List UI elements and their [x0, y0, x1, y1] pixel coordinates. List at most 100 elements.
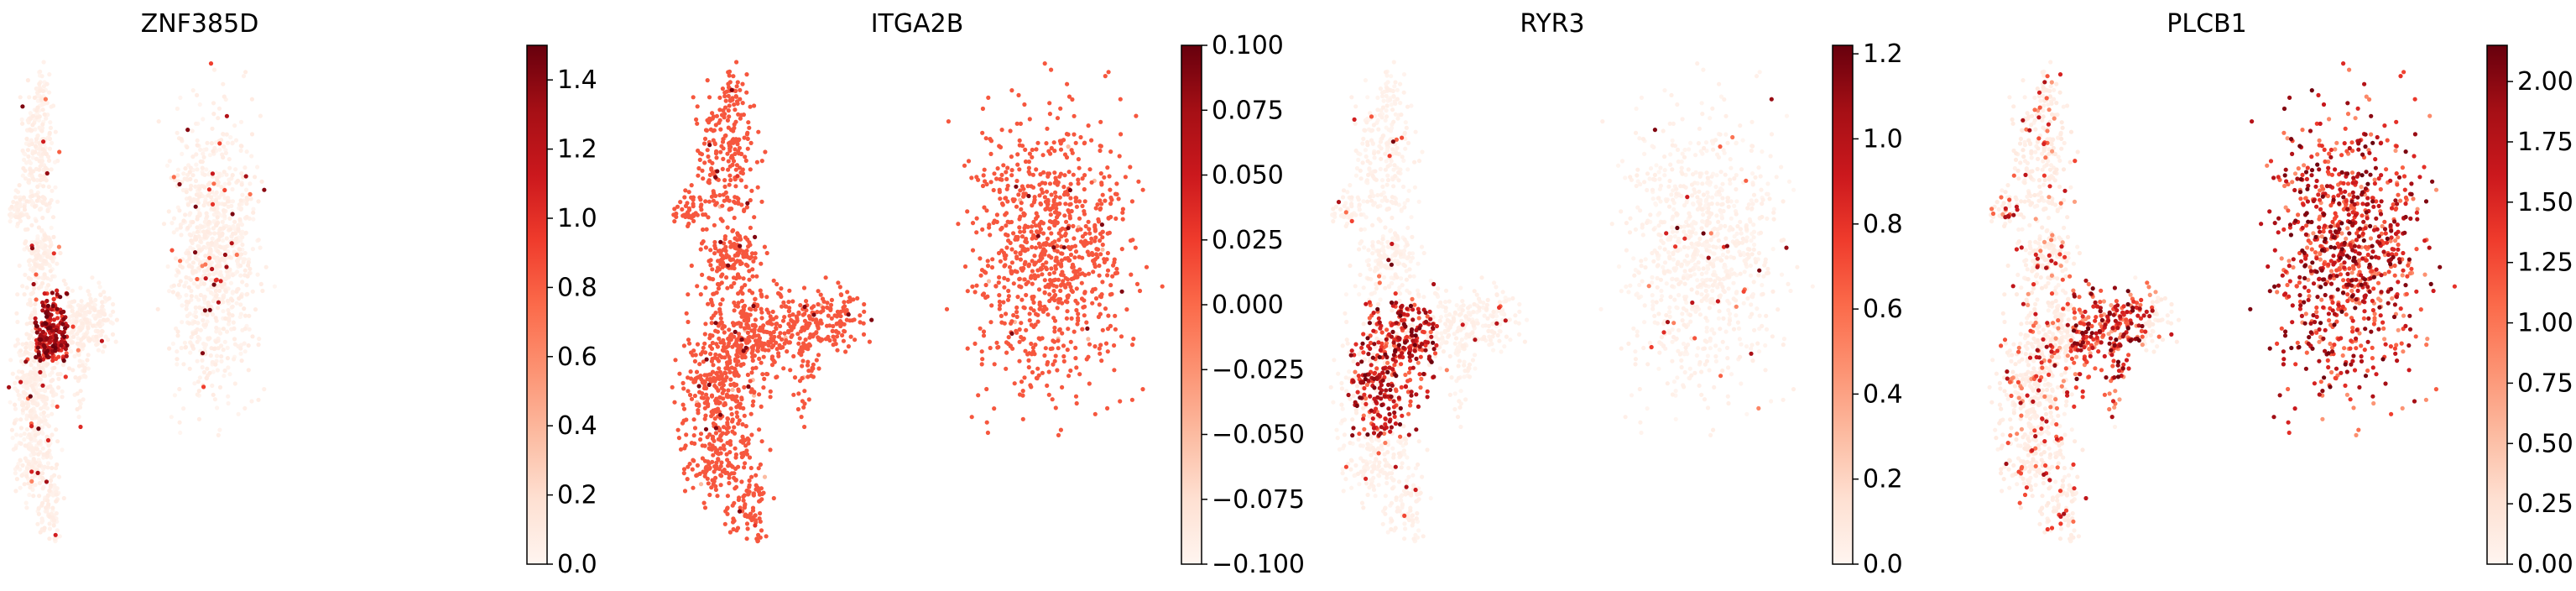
scatter-point: [43, 97, 49, 102]
scatter-point: [1108, 149, 1113, 154]
scatter-point: [175, 329, 180, 334]
scatter-point: [26, 259, 31, 264]
scatter-point: [36, 352, 42, 357]
scatter-point: [1040, 180, 1045, 186]
scatter-point: [238, 231, 243, 237]
scatter-point: [189, 277, 194, 282]
scatter-point: [1049, 280, 1054, 285]
scatter-point: [24, 466, 29, 471]
scatter-point: [1006, 288, 1011, 294]
scatter-point: [743, 461, 748, 466]
scatter-point: [203, 262, 208, 267]
scatter-point: [40, 431, 45, 436]
scatter-point: [702, 405, 707, 411]
scatter-point: [38, 88, 43, 93]
scatter-point: [49, 225, 54, 230]
scatter-point: [752, 103, 757, 108]
scatter-point: [1003, 263, 1008, 268]
colorbar: [1181, 44, 1202, 565]
scatter-point: [979, 362, 984, 367]
scatter-point: [1065, 277, 1071, 282]
scatter-point: [780, 345, 785, 350]
scatter-point: [1032, 195, 1037, 200]
scatter-point: [1025, 224, 1030, 229]
scatter-point: [94, 343, 99, 348]
scatter-point: [745, 526, 750, 531]
scatter-point: [686, 389, 691, 394]
scatter-point: [1452, 391, 1457, 396]
scatter-point: [207, 252, 212, 257]
scatter-point: [1108, 283, 1113, 288]
scatter-point: [36, 441, 41, 446]
scatter-point: [20, 104, 25, 109]
scatter-point: [29, 469, 34, 474]
scatter-point: [1009, 331, 1014, 336]
scatter-point: [862, 309, 867, 314]
scatter-point: [190, 154, 196, 160]
scatter-point: [34, 108, 39, 113]
scatter-point: [39, 406, 44, 411]
scatter-point: [721, 443, 727, 448]
scatter-point: [1128, 165, 1133, 170]
scatter-point: [76, 363, 82, 369]
scatter-point: [223, 288, 228, 293]
scatter-point: [228, 227, 233, 232]
scatter-point: [1660, 294, 1665, 299]
scatter-point: [35, 184, 40, 189]
scatter-point: [1136, 179, 1141, 184]
scatter-point: [1100, 242, 1105, 248]
scatter-point: [48, 244, 53, 249]
scatter-point: [673, 358, 678, 363]
scatter-point: [709, 316, 714, 321]
colorbar-ticks: 0.1000.0750.0500.0250.000−0.025−0.050−0.…: [1202, 31, 1305, 579]
scatter-point: [232, 326, 237, 331]
scatter-point: [681, 471, 686, 476]
scatter-point: [1068, 339, 1073, 344]
scatter-point: [750, 403, 755, 408]
scatter-point: [37, 395, 42, 400]
scatter-point: [66, 318, 71, 323]
scatter-point: [193, 330, 198, 335]
scatter-point: [18, 379, 23, 384]
scatter-point: [249, 132, 255, 137]
scatter-point: [29, 416, 34, 421]
scatter-point: [251, 207, 256, 212]
scatter-point: [1055, 116, 1061, 121]
scatter-point: [730, 417, 735, 422]
scatter-point: [733, 486, 738, 491]
scatter-point: [1086, 219, 1091, 224]
scatter-point: [692, 441, 697, 447]
scatter-point: [853, 337, 858, 343]
scatter-point: [1040, 231, 1046, 236]
scatter-point: [175, 292, 180, 297]
scatter-point: [782, 315, 787, 320]
scatter-point: [238, 119, 244, 124]
scatter-point: [1069, 148, 1074, 153]
scatter-point: [41, 60, 46, 65]
scatter-point: [227, 372, 232, 377]
scatter-point: [1060, 384, 1065, 390]
scatter-point: [34, 263, 39, 268]
scatter-point: [997, 275, 1002, 280]
scatter-point: [713, 431, 719, 436]
scatter-point: [999, 128, 1004, 133]
scatter-point: [1003, 196, 1008, 201]
scatter-point: [52, 473, 57, 478]
scatter-point: [1048, 207, 1053, 212]
scatter-point: [43, 243, 48, 248]
scatter-point: [738, 97, 743, 102]
scatter-point: [22, 207, 28, 212]
scatter-point: [725, 430, 731, 435]
scatter-point: [704, 392, 709, 397]
scatter-point: [825, 301, 830, 306]
scatter-point: [1082, 173, 1087, 178]
scatter-point: [1673, 389, 1678, 394]
scatter-point: [759, 199, 764, 204]
scatter-point: [86, 301, 91, 307]
scatter-point: [733, 137, 738, 142]
scatter-point: [70, 324, 76, 329]
colorbar-tick-label: 0.050: [1212, 161, 1284, 191]
scatter-point: [709, 167, 714, 172]
scatter-point: [727, 69, 733, 74]
scatter-point: [758, 510, 763, 516]
